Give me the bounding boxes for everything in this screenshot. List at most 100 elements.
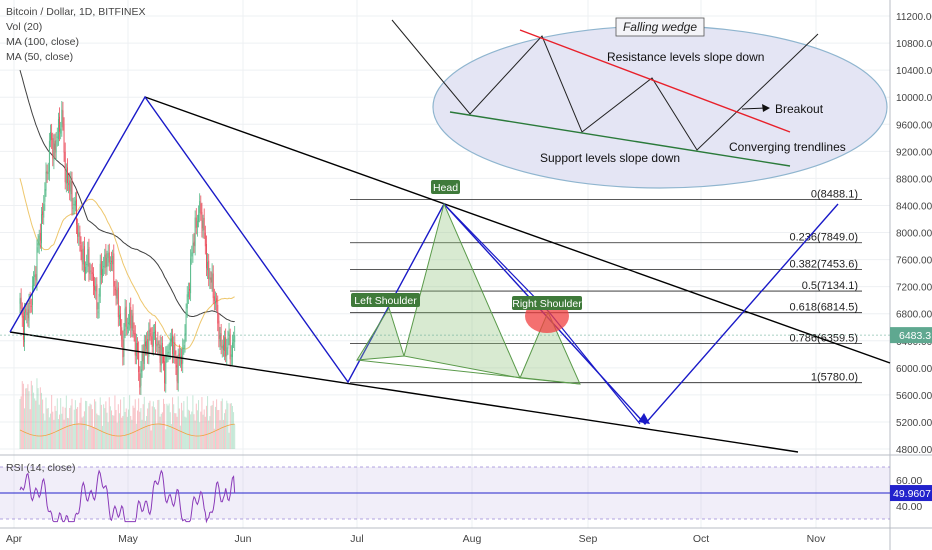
- volume-bar: [88, 406, 90, 449]
- volume-bar: [79, 402, 81, 449]
- candle-body: [38, 235, 40, 246]
- volume-bar: [118, 413, 120, 449]
- candle-body: [198, 214, 199, 222]
- candle-body: [159, 344, 161, 363]
- volume-bar: [80, 397, 82, 449]
- inset-breakout-text: Breakout: [775, 102, 824, 116]
- volume-bar: [191, 411, 193, 449]
- indicator-ma100[interactable]: MA (100, close): [6, 36, 79, 48]
- volume-bar: [225, 409, 227, 449]
- volume-bar: [200, 411, 202, 449]
- volume-bar: [71, 398, 73, 449]
- rsi-legend[interactable]: RSI (14, close): [6, 462, 76, 474]
- volume-bar: [36, 378, 38, 449]
- volume-bar: [175, 413, 177, 449]
- volume-bar: [157, 400, 159, 449]
- candle-body: [218, 320, 220, 339]
- volume-bar: [99, 397, 101, 449]
- volume-bar: [230, 403, 232, 449]
- volume-bar: [42, 399, 44, 449]
- candle-body: [44, 188, 46, 202]
- volume-bar: [131, 419, 133, 449]
- indicator-vol[interactable]: Vol (20): [6, 21, 43, 33]
- volume-bar: [91, 409, 93, 449]
- candle-body: [174, 342, 176, 355]
- volume-bar: [24, 408, 26, 449]
- volume-bar: [173, 404, 175, 449]
- volume-bar: [51, 395, 53, 449]
- volume-bar: [107, 422, 109, 449]
- candle-body: [54, 141, 56, 150]
- candle-body: [219, 335, 221, 342]
- current-price-badge: 6483.3: [890, 327, 932, 344]
- volume-bar: [208, 420, 210, 449]
- volume-bars: [19, 378, 236, 449]
- volume-bar: [60, 398, 62, 449]
- volume-bar: [147, 408, 149, 449]
- head-label-text: Head: [433, 182, 458, 194]
- price-axis-tick: 10000.00: [896, 93, 932, 104]
- volume-bar: [28, 391, 30, 449]
- volume-bar: [174, 413, 176, 449]
- candle-body: [173, 344, 175, 357]
- volume-bar: [178, 408, 180, 449]
- candle-body: [109, 262, 111, 264]
- price-axis-tick: 6800.00: [896, 310, 932, 321]
- volume-bar: [192, 395, 194, 449]
- volume-bar: [83, 411, 85, 449]
- volume-bar: [64, 407, 66, 449]
- candle-body: [202, 220, 204, 232]
- volume-bar: [29, 409, 31, 449]
- rsi-current-badge: 49.9607: [890, 485, 932, 502]
- candle-body: [187, 291, 189, 297]
- candle-body: [56, 136, 58, 138]
- candle-body: [231, 342, 233, 358]
- time-axis-tick: Jul: [350, 533, 363, 545]
- candle-body: [164, 361, 166, 384]
- candle-body: [113, 253, 115, 287]
- volume-bar: [76, 408, 77, 449]
- candle-body: [204, 232, 206, 247]
- price-axis-tick: 9600.00: [896, 120, 932, 131]
- inset-support-text: Support levels slope down: [540, 151, 680, 165]
- inset-resistance-text: Resistance levels slope down: [607, 50, 764, 64]
- volume-bar: [229, 403, 231, 449]
- candle-body: [177, 354, 179, 384]
- candle-body: [196, 220, 198, 228]
- candle-body: [117, 287, 119, 318]
- candle-body: [28, 302, 30, 321]
- volume-bar: [53, 419, 55, 449]
- candle-body: [227, 337, 229, 349]
- volume-bar: [37, 388, 39, 449]
- candle-body: [191, 252, 193, 257]
- volume-bar: [211, 405, 213, 449]
- volume-bar: [54, 405, 56, 449]
- volume-bar: [25, 388, 27, 449]
- volume-bar: [92, 426, 94, 449]
- volume-bar: [214, 406, 216, 449]
- candle-body: [37, 243, 39, 246]
- candle-body: [129, 309, 131, 326]
- volume-bar: [193, 414, 195, 449]
- volume-bar: [78, 422, 80, 449]
- price-axis-tick: 11200.00: [896, 12, 932, 23]
- volume-bar: [187, 409, 189, 449]
- indicator-ma50[interactable]: MA (50, close): [6, 51, 74, 63]
- volume-bar: [30, 380, 32, 449]
- volume-bar: [40, 392, 42, 449]
- volume-bar: [160, 413, 162, 449]
- volume-bar: [33, 392, 35, 449]
- candle-body: [230, 354, 232, 357]
- volume-bar: [190, 414, 192, 449]
- candle-body: [220, 332, 222, 347]
- candle-body: [57, 119, 59, 140]
- candle-body: [155, 330, 157, 345]
- candle-body: [141, 353, 143, 372]
- candle-body: [165, 355, 167, 384]
- candle-body: [94, 285, 96, 291]
- candle-body: [63, 124, 65, 153]
- candle-body: [211, 272, 213, 283]
- volume-bar: [63, 419, 65, 449]
- candle-body: [118, 314, 120, 320]
